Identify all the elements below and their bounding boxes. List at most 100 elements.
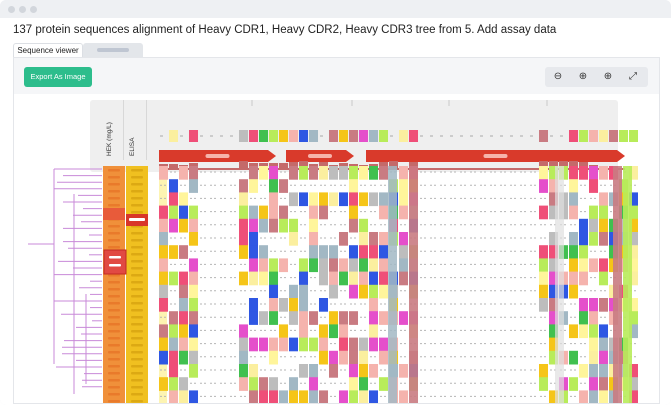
elisa-highlight-mark [129, 218, 145, 221]
alignment-cell [349, 311, 358, 325]
alignment-cell [179, 284, 188, 299]
zoom-out-icon[interactable]: ⊖ [553, 71, 563, 82]
alignment-cell [309, 337, 318, 352]
alignment-cell [319, 298, 328, 312]
alignment-cell [379, 205, 388, 220]
tab-placeholder[interactable] [83, 43, 143, 57]
consensus-cell [279, 130, 288, 142]
elisa-value-bar [131, 309, 143, 312]
alignment-cell [549, 298, 558, 312]
expand-icon[interactable]: ⤢ [629, 71, 637, 82]
alignment-cell [329, 284, 338, 299]
close-dot[interactable] [8, 6, 15, 13]
alignment-cell [369, 298, 378, 312]
conservation-bar [389, 161, 398, 168]
hek-value-bar [108, 176, 120, 179]
alignment-cell [299, 298, 308, 312]
alignment-cell [579, 364, 588, 378]
minimize-dot[interactable] [19, 6, 26, 13]
zoom-in-icon[interactable]: ⊕ [578, 71, 588, 82]
alignment-cell [249, 179, 258, 193]
alignment-cell [179, 311, 188, 325]
alignment-cell [299, 284, 308, 299]
alignment-cell [599, 166, 608, 180]
alignment-cell [349, 218, 358, 233]
elisa-value-bar [131, 169, 143, 172]
alignment-cell [309, 192, 318, 207]
alignment-cell [269, 350, 278, 365]
conserved-column [623, 166, 632, 403]
alignment-cell [359, 245, 368, 259]
alignment-cell [319, 245, 328, 259]
main-content: 137 protein sequences alignment of Heavy… [0, 18, 671, 405]
consensus-cell [379, 130, 388, 142]
alignment-cell [629, 298, 638, 312]
consensus-cell [349, 130, 358, 142]
elisa-value-bar [131, 400, 143, 403]
alignment-cell [539, 258, 548, 273]
alignment-cell [309, 166, 318, 180]
alignment-cell [179, 218, 188, 233]
alignment-cell [289, 218, 298, 233]
alignment-cell [269, 205, 278, 220]
alignment-canvas[interactable] [14, 94, 659, 403]
elisa-value-bar [131, 393, 143, 396]
alignment-cell [179, 324, 188, 339]
conservation-bar [319, 162, 328, 168]
alignment-cell [569, 232, 578, 246]
alignment-cell [549, 232, 558, 246]
alignment-cell [629, 271, 638, 286]
alignment-cell [179, 377, 188, 391]
alignment-cell [629, 218, 638, 233]
alignment-cell [249, 298, 258, 312]
export-image-button[interactable]: Export As Image [24, 67, 92, 87]
elisa-value-bar [131, 176, 143, 179]
alignment-cell [329, 258, 338, 273]
alignment-cell [159, 271, 168, 286]
elisa-value-bar [131, 379, 143, 382]
hek-value-bar [108, 288, 120, 291]
alignment-cell [269, 179, 278, 193]
alignment-cell [549, 205, 558, 220]
hek-value-bar [108, 330, 120, 333]
elisa-value-bar [131, 239, 143, 242]
alignment-cell [159, 298, 168, 312]
alignment-cell [569, 166, 578, 180]
zoom-fit-icon[interactable]: ⊕ [603, 71, 613, 82]
alignment-cell [329, 192, 338, 207]
alignment-cell [159, 218, 168, 233]
alignment-cell [309, 245, 318, 259]
hek-value-bar [108, 344, 120, 347]
alignment-cell [329, 350, 338, 365]
alignment-cell [359, 271, 368, 286]
alignment-cell [289, 377, 298, 391]
alignment-cell [249, 271, 258, 286]
alignment-cell [359, 232, 368, 246]
alignment-cell [549, 271, 558, 286]
hek-value-bar [108, 232, 120, 235]
alignment-cell [349, 166, 358, 180]
alignment-cell [589, 179, 598, 193]
elisa-value-bar [131, 190, 143, 193]
alignment-cell [569, 284, 578, 299]
alignment-cell [159, 337, 168, 352]
elisa-value-bar [131, 211, 143, 214]
consensus-cell [369, 130, 378, 142]
maximize-dot[interactable] [30, 6, 37, 13]
alignment-cell [339, 192, 348, 207]
alignment-cell [329, 271, 338, 286]
alignment-cell [629, 377, 638, 391]
consensus-cell [289, 130, 298, 142]
tab-sequence-viewer[interactable]: Sequence viewer [13, 43, 83, 58]
sequence-viewer[interactable]: HEK (mg/L) ELISA [14, 94, 659, 403]
window-titlebar [0, 0, 671, 18]
alignment-cell [169, 311, 178, 325]
conserved-column [613, 166, 622, 403]
alignment-cell [309, 377, 318, 391]
alignment-cell [189, 258, 198, 273]
alignment-cell [309, 311, 318, 325]
alignment-cell [169, 245, 178, 259]
alignment-cell [299, 258, 308, 273]
alignment-cell [399, 311, 408, 325]
alignment-cell [379, 377, 388, 391]
